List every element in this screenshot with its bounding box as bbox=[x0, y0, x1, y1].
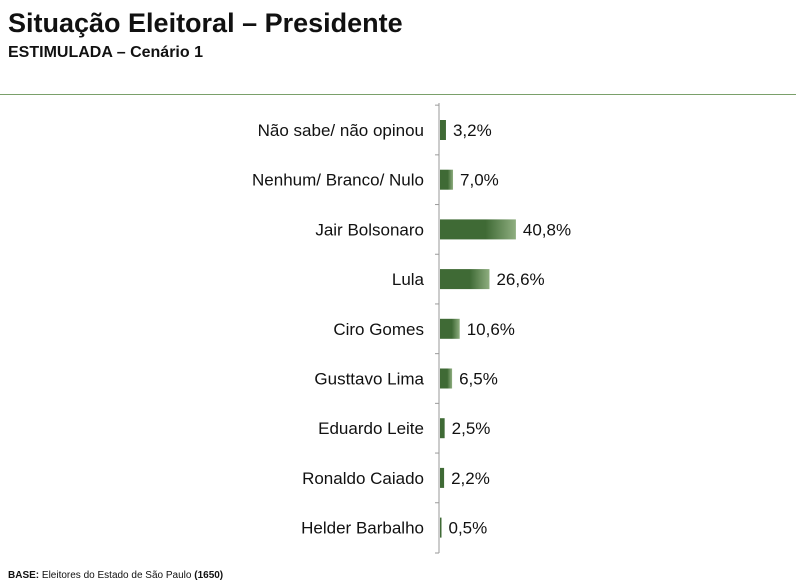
header-divider bbox=[0, 94, 796, 95]
value-label: 26,6% bbox=[496, 270, 544, 289]
value-label: 2,2% bbox=[451, 469, 490, 488]
value-label: 2,5% bbox=[452, 419, 491, 438]
bar bbox=[440, 318, 460, 339]
value-label: 40,8% bbox=[523, 220, 571, 239]
bar bbox=[440, 219, 516, 240]
bar bbox=[440, 467, 445, 488]
bar bbox=[440, 120, 446, 140]
footnote-text: Eleitores do Estado de São Paulo bbox=[39, 570, 195, 581]
chart-subtitle: ESTIMULADA – Cenário 1 bbox=[8, 44, 203, 61]
category-label: Eduardo Leite bbox=[318, 419, 424, 438]
value-label: 6,5% bbox=[459, 370, 498, 389]
value-label: 0,5% bbox=[449, 519, 488, 538]
bar bbox=[440, 269, 490, 290]
category-label: Helder Barbalho bbox=[301, 519, 424, 538]
value-label: 7,0% bbox=[460, 171, 499, 190]
category-label: Não sabe/ não opinou bbox=[258, 121, 424, 140]
value-label: 3,2% bbox=[453, 121, 492, 140]
footnote-base-label: BASE: bbox=[8, 570, 40, 581]
bar bbox=[440, 517, 442, 538]
category-label: Ronaldo Caiado bbox=[302, 469, 424, 488]
category-label: Ciro Gomes bbox=[333, 320, 424, 339]
footnote: BASE: Eleitores do Estado de São Paulo (… bbox=[8, 570, 223, 581]
footnote-count: (1650) bbox=[194, 570, 224, 581]
bar bbox=[440, 169, 454, 190]
category-label: Lula bbox=[392, 270, 425, 289]
category-label: Jair Bolsonaro bbox=[315, 220, 424, 239]
value-label: 10,6% bbox=[467, 320, 515, 339]
category-label: Nenhum/ Branco/ Nulo bbox=[252, 171, 424, 190]
category-label: Gusttavo Lima bbox=[314, 370, 424, 389]
bar bbox=[440, 368, 453, 389]
chart-title: Situação Eleitoral – Presidente bbox=[8, 8, 403, 38]
bar bbox=[440, 418, 445, 439]
